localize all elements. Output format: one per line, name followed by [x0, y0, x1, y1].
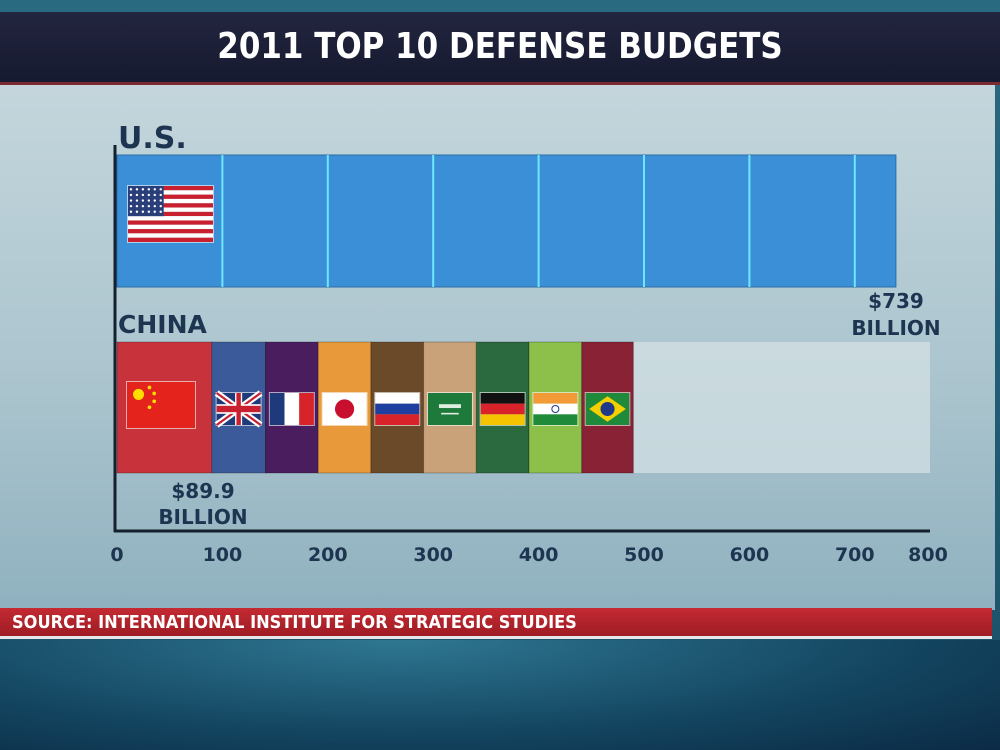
us-value-label: $739: [868, 289, 924, 313]
source-text: SOURCE: INTERNATIONAL INSTITUTE FOR STRA…: [12, 612, 577, 633]
x-tick-label: 800: [908, 544, 948, 566]
x-tick-label: 500: [624, 544, 664, 566]
x-tick-label: 300: [413, 544, 453, 566]
background-footer: [0, 640, 1000, 750]
us-label: U.S.: [118, 121, 187, 156]
uk-flag-icon: [214, 390, 263, 428]
germany-flag-icon: [479, 392, 526, 426]
source-bar: SOURCE: INTERNATIONAL INSTITUTE FOR STRA…: [0, 608, 992, 639]
china-value-unit: BILLION: [158, 505, 247, 529]
chart-title: 2011 TOP 10 DEFENSE BUDGETS: [217, 26, 783, 67]
japan-flag-icon: [321, 392, 368, 426]
saudi-flag-icon: [426, 392, 473, 426]
france-flag-icon: [268, 392, 315, 426]
x-tick-label: 400: [519, 544, 559, 566]
china-flag-icon: [126, 381, 196, 429]
china-label: CHINA: [118, 310, 207, 339]
us-flag-icon: [127, 185, 214, 243]
bar-us-outline: [116, 154, 897, 288]
x-tick-label: 100: [203, 544, 243, 566]
bar-us: [117, 155, 896, 287]
brazil-flag-icon: [584, 392, 631, 426]
x-tick-label: 700: [835, 544, 875, 566]
x-tick-label: 600: [730, 544, 770, 566]
x-tick-label: 0: [110, 544, 123, 566]
us-value-unit: BILLION: [851, 316, 940, 340]
russia-flag-icon: [374, 392, 421, 426]
title-bar: 2011 TOP 10 DEFENSE BUDGETS: [0, 12, 1000, 85]
china-value-label: $89.9: [171, 479, 234, 503]
x-tick-label: 200: [308, 544, 348, 566]
india-flag-icon: [532, 392, 579, 426]
